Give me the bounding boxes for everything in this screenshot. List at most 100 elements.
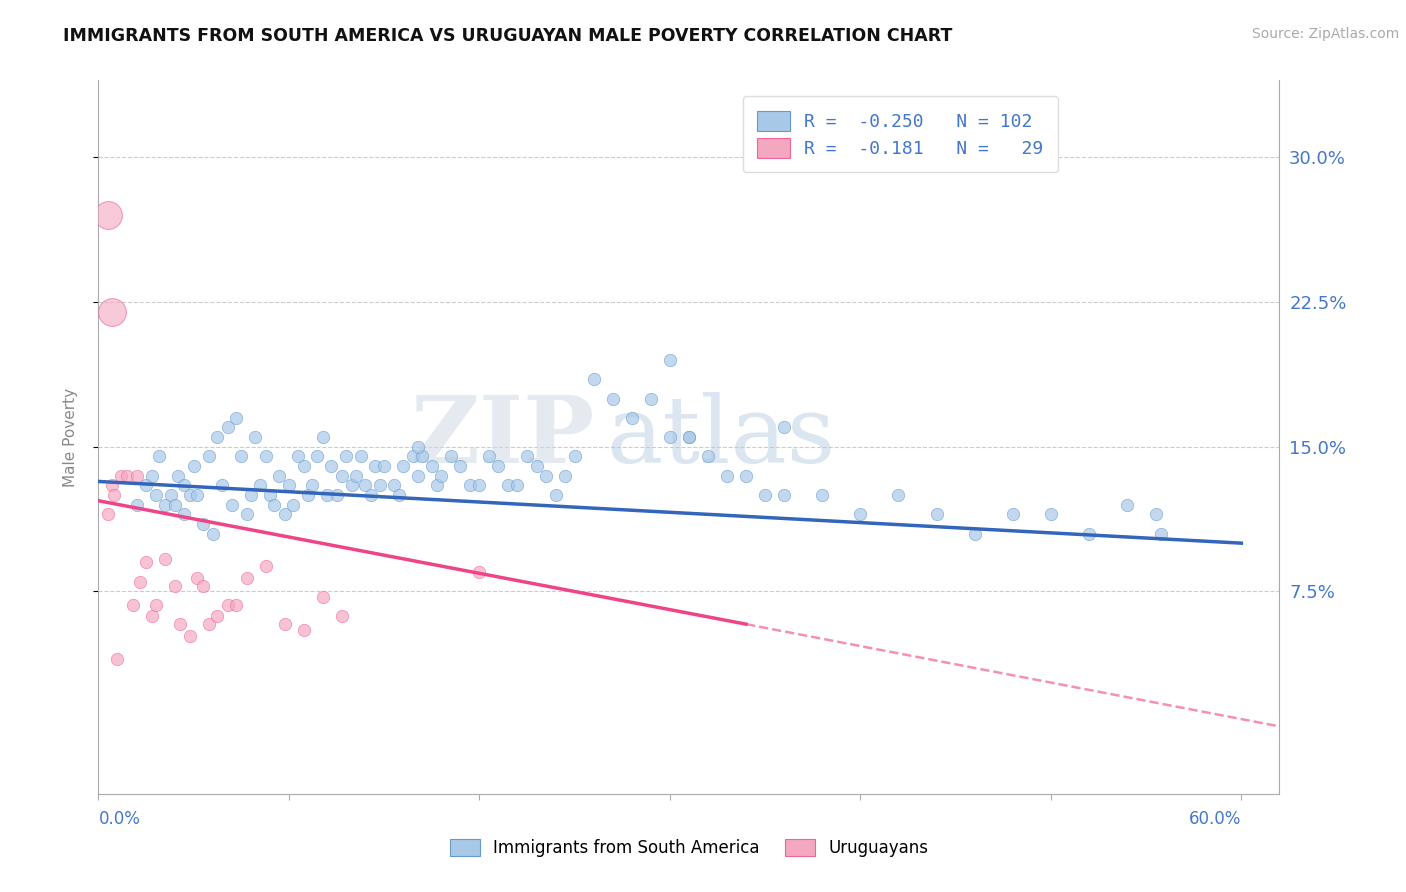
Point — [1001, 507, 1024, 521]
Point — [392, 458, 415, 473]
Point — [373, 458, 395, 473]
Point — [186, 571, 208, 585]
Point — [236, 507, 259, 521]
Point — [148, 450, 170, 464]
Point — [544, 488, 567, 502]
Point — [811, 488, 834, 502]
Point — [330, 468, 353, 483]
Point — [754, 488, 776, 502]
Point — [449, 458, 471, 473]
Point — [408, 440, 430, 454]
Point — [243, 430, 266, 444]
Point — [110, 468, 132, 483]
Text: Source: ZipAtlas.com: Source: ZipAtlas.com — [1251, 27, 1399, 41]
Point — [292, 623, 315, 637]
Text: atlas: atlas — [606, 392, 835, 482]
Point — [1144, 507, 1167, 521]
Point — [354, 478, 377, 492]
Point — [534, 468, 557, 483]
Point — [411, 450, 433, 464]
Point — [217, 598, 239, 612]
Point — [488, 458, 510, 473]
Point — [325, 488, 347, 502]
Text: IMMIGRANTS FROM SOUTH AMERICA VS URUGUAYAN MALE POVERTY CORRELATION CHART: IMMIGRANTS FROM SOUTH AMERICA VS URUGUAY… — [63, 27, 953, 45]
Point — [1039, 507, 1062, 521]
Point — [167, 468, 190, 483]
Point — [292, 458, 315, 473]
Point — [274, 617, 297, 632]
Point — [221, 498, 243, 512]
Point — [1150, 526, 1173, 541]
Point — [145, 598, 167, 612]
Point — [193, 578, 215, 592]
Point — [316, 488, 339, 502]
Point — [135, 556, 157, 570]
Point — [135, 478, 157, 492]
Point — [496, 478, 519, 492]
Point — [382, 478, 405, 492]
Point — [526, 458, 548, 473]
Text: 0.0%: 0.0% — [98, 811, 141, 829]
Point — [716, 468, 738, 483]
Point — [129, 574, 152, 589]
Point — [163, 498, 186, 512]
Point — [849, 507, 872, 521]
Point — [97, 208, 120, 222]
Point — [281, 498, 304, 512]
Point — [97, 507, 120, 521]
Point — [963, 526, 986, 541]
Point — [330, 609, 353, 624]
Point — [360, 488, 382, 502]
Point — [211, 478, 233, 492]
Point — [217, 420, 239, 434]
Point — [225, 410, 247, 425]
Point — [658, 430, 681, 444]
Point — [125, 498, 148, 512]
Point — [249, 478, 271, 492]
Point — [115, 468, 138, 483]
Point — [335, 450, 357, 464]
Point — [319, 458, 342, 473]
Point — [925, 507, 948, 521]
Point — [312, 430, 335, 444]
Point — [468, 478, 491, 492]
Point — [697, 450, 720, 464]
Point — [198, 450, 221, 464]
Point — [468, 565, 491, 579]
Point — [420, 458, 443, 473]
Point — [340, 478, 363, 492]
Point — [735, 468, 758, 483]
Point — [100, 304, 122, 318]
Point — [239, 488, 262, 502]
Point — [263, 498, 285, 512]
Point — [287, 450, 309, 464]
Point — [350, 450, 373, 464]
Point — [426, 478, 449, 492]
Point — [205, 430, 228, 444]
Point — [408, 468, 430, 483]
Point — [430, 468, 453, 483]
Point — [225, 598, 247, 612]
Point — [107, 652, 129, 666]
Point — [153, 498, 176, 512]
Point — [554, 468, 576, 483]
Point — [173, 507, 195, 521]
Point — [478, 450, 501, 464]
Point — [773, 488, 796, 502]
Point — [402, 450, 425, 464]
Point — [506, 478, 529, 492]
Point — [297, 488, 319, 502]
Point — [344, 468, 367, 483]
Point — [678, 430, 700, 444]
Point — [602, 392, 624, 406]
Point — [159, 488, 181, 502]
Point — [125, 468, 148, 483]
Point — [186, 488, 208, 502]
Point — [198, 617, 221, 632]
Point — [307, 450, 329, 464]
Point — [887, 488, 910, 502]
Point — [363, 458, 385, 473]
Text: 60.0%: 60.0% — [1189, 811, 1241, 829]
Point — [1116, 498, 1139, 512]
Point — [269, 468, 291, 483]
